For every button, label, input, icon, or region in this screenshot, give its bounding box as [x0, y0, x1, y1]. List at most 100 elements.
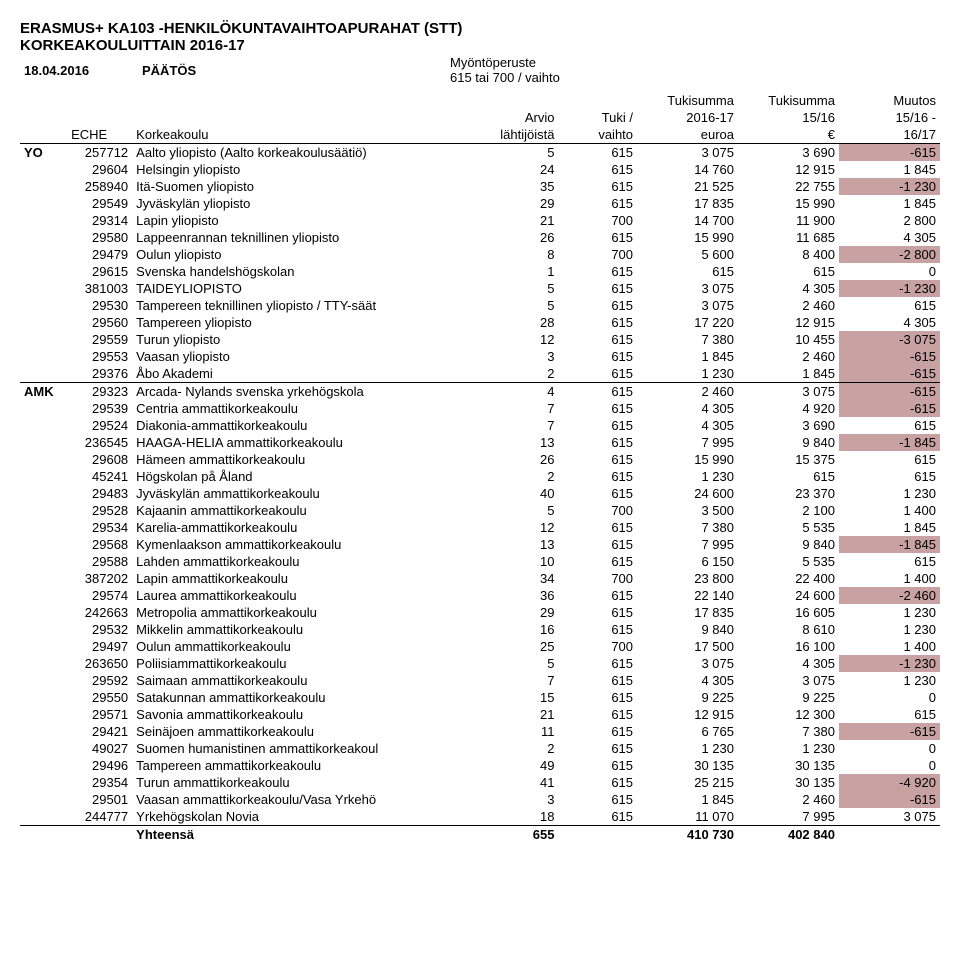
- eche-cell: 387202: [67, 570, 132, 587]
- name-cell: Tampereen ammattikorkeakoulu: [132, 757, 480, 774]
- name-cell: Lapin ammattikorkeakoulu: [132, 570, 480, 587]
- category-label: [20, 195, 67, 212]
- name-cell: Yrkehögskolan Novia: [132, 808, 480, 826]
- name-cell: Kymenlaakson ammattikorkeakoulu: [132, 536, 480, 553]
- table-row: 29534Karelia-ammattikorkeakoulu126157 38…: [20, 519, 940, 536]
- diff-cell: 0: [839, 740, 940, 757]
- diff-cell: 1 230: [839, 672, 940, 689]
- category-label: [20, 502, 67, 519]
- hdr-sum1: Tukisumma: [637, 92, 738, 109]
- name-cell: Itä-Suomen yliopisto: [132, 178, 480, 195]
- category-label: [20, 621, 67, 638]
- arvio-cell: 21: [480, 706, 559, 723]
- name-cell: Oulun ammattikorkeakoulu: [132, 638, 480, 655]
- eche-cell: 29421: [67, 723, 132, 740]
- table-row: 29592Saimaan ammattikorkeakoulu76154 305…: [20, 672, 940, 689]
- tuki-cell: 700: [559, 570, 638, 587]
- table-row: 29580Lappeenrannan teknillinen yliopisto…: [20, 229, 940, 246]
- hdr-prev3: €: [738, 126, 839, 144]
- prev-cell: 8 610: [738, 621, 839, 638]
- name-cell: Kajaanin ammattikorkeakoulu: [132, 502, 480, 519]
- prev-cell: 24 600: [738, 587, 839, 604]
- eche-cell: 244777: [67, 808, 132, 826]
- tuki-cell: 615: [559, 655, 638, 672]
- category-label: [20, 774, 67, 791]
- diff-cell: 1 400: [839, 638, 940, 655]
- prev-cell: 4 920: [738, 400, 839, 417]
- table-row: 29574Laurea ammattikorkeakoulu3661522 14…: [20, 587, 940, 604]
- name-cell: Jyväskylän yliopisto: [132, 195, 480, 212]
- arvio-cell: 26: [480, 451, 559, 468]
- table-row: 29354Turun ammattikorkeakoulu4161525 215…: [20, 774, 940, 791]
- name-cell: Svenska handelshögskolan: [132, 263, 480, 280]
- diff-cell: -1 230: [839, 178, 940, 195]
- table-row: 29421Seinäjoen ammattikorkeakoulu116156 …: [20, 723, 940, 740]
- diff-cell: 4 305: [839, 229, 940, 246]
- tuki-cell: 615: [559, 178, 638, 195]
- diff-cell: 1 845: [839, 519, 940, 536]
- tuki-cell: 615: [559, 706, 638, 723]
- category-label: [20, 706, 67, 723]
- basis-value: 615 tai 700 / vaihto: [450, 70, 607, 85]
- eche-cell: 29534: [67, 519, 132, 536]
- eche-cell: 29483: [67, 485, 132, 502]
- table-row: 29571Savonia ammattikorkeakoulu2161512 9…: [20, 706, 940, 723]
- tuki-cell: 615: [559, 144, 638, 162]
- decision-label: PÄÄTÖS: [138, 54, 446, 86]
- diff-cell: -4 920: [839, 774, 940, 791]
- hdr-arvio1: Arvio: [480, 109, 559, 126]
- diff-cell: 1 230: [839, 604, 940, 621]
- eche-cell: 29580: [67, 229, 132, 246]
- total-label: Yhteensä: [132, 826, 480, 844]
- table-row: 29553Vaasan yliopisto36151 8452 460-615: [20, 348, 940, 365]
- hdr-tuki2: vaihto: [559, 126, 638, 144]
- eche-cell: 242663: [67, 604, 132, 621]
- name-cell: Turun yliopisto: [132, 331, 480, 348]
- category-label: [20, 246, 67, 263]
- tuki-cell: 615: [559, 485, 638, 502]
- category-label: [20, 280, 67, 297]
- name-cell: Åbo Akademi: [132, 365, 480, 383]
- arvio-cell: 29: [480, 195, 559, 212]
- prev-cell: 11 685: [738, 229, 839, 246]
- sum-cell: 3 075: [637, 280, 738, 297]
- prev-cell: 615: [738, 263, 839, 280]
- title-line-1: ERASMUS+ KA103 -HENKILÖKUNTAVAIHTOAPURAH…: [20, 20, 940, 37]
- arvio-cell: 5: [480, 655, 559, 672]
- table-row: 45241Högskolan på Åland26151 230615615: [20, 468, 940, 485]
- prev-cell: 2 460: [738, 348, 839, 365]
- eche-cell: 29497: [67, 638, 132, 655]
- table-row: 29559Turun yliopisto126157 38010 455-3 0…: [20, 331, 940, 348]
- sum-cell: 7 380: [637, 331, 738, 348]
- name-cell: TAIDEYLIOPISTO: [132, 280, 480, 297]
- category-label: YO: [20, 144, 67, 162]
- category-label: [20, 297, 67, 314]
- prev-cell: 10 455: [738, 331, 839, 348]
- eche-cell: 263650: [67, 655, 132, 672]
- sum-cell: 5 600: [637, 246, 738, 263]
- total-sum: 410 730: [637, 826, 738, 844]
- table-row: YO257712Aalto yliopisto (Aalto korkeakou…: [20, 144, 940, 162]
- sum-cell: 15 990: [637, 229, 738, 246]
- eche-cell: 29496: [67, 757, 132, 774]
- tuki-cell: 615: [559, 263, 638, 280]
- date-label: 18.04.2016: [20, 54, 138, 86]
- title-line-2: KORKEAKOULUITTAIN 2016-17: [20, 37, 940, 54]
- name-cell: Helsingin yliopisto: [132, 161, 480, 178]
- prev-cell: 5 535: [738, 519, 839, 536]
- prev-cell: 8 400: [738, 246, 839, 263]
- table-row: 29615Svenska handelshögskolan16156156150: [20, 263, 940, 280]
- sum-cell: 3 500: [637, 502, 738, 519]
- tuki-cell: 615: [559, 417, 638, 434]
- table-row: 29560Tampereen yliopisto2861517 22012 91…: [20, 314, 940, 331]
- prev-cell: 30 135: [738, 774, 839, 791]
- prev-cell: 9 840: [738, 434, 839, 451]
- sum-cell: 23 800: [637, 570, 738, 587]
- eche-cell: 29524: [67, 417, 132, 434]
- category-label: [20, 417, 67, 434]
- diff-cell: -615: [839, 144, 940, 162]
- arvio-cell: 16: [480, 621, 559, 638]
- name-cell: Lappeenrannan teknillinen yliopisto: [132, 229, 480, 246]
- eche-cell: 49027: [67, 740, 132, 757]
- table-row: 29497Oulun ammattikorkeakoulu2570017 500…: [20, 638, 940, 655]
